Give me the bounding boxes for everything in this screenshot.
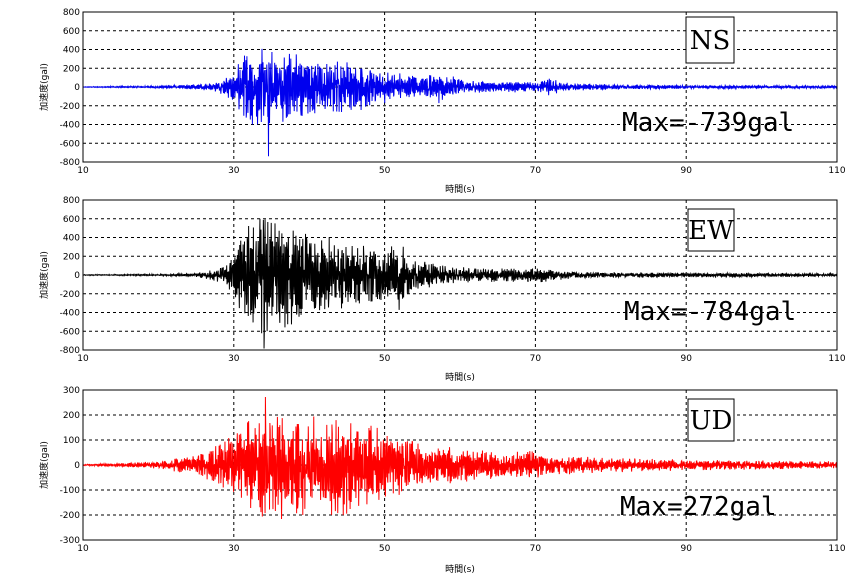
y-tick-label: -200 <box>60 102 81 112</box>
y-tick-label: 800 <box>63 8 80 18</box>
x-axis-label: 時間(s) <box>445 564 475 575</box>
panel-ns: -800 -600 -400 -200 0 200 400 600 800 10 30 50 70 90 1… <box>38 8 846 195</box>
x-tick-label: 30 <box>228 354 240 364</box>
x-tick-label: 50 <box>379 544 391 554</box>
x-tick-label: 90 <box>680 544 692 554</box>
y-axis-label: 加速度(gal) <box>38 441 50 489</box>
y-tick-label: -200 <box>60 511 81 521</box>
x-axis-label: 時間(s) <box>445 372 475 383</box>
y-axis-label: 加速度(gal) <box>38 251 50 299</box>
y-tick-label: 0 <box>74 271 80 281</box>
x-tick-label: 10 <box>77 544 89 554</box>
x-axis-label: 時間(s) <box>445 184 475 195</box>
y-tick-label: 0 <box>74 461 80 471</box>
series-line-ns <box>82 48 838 157</box>
y-tick-label: -400 <box>60 121 81 131</box>
x-tick-label: 30 <box>228 166 240 176</box>
plot-frame <box>82 11 838 163</box>
y-tick-label: 200 <box>63 252 80 262</box>
x-tick-label: 110 <box>828 354 845 364</box>
y-tick-label: -600 <box>60 327 81 337</box>
x-tick-label: 50 <box>379 354 391 364</box>
y-tick-label: 600 <box>63 215 80 225</box>
y-tick-label: -600 <box>60 139 81 149</box>
x-tick-label: 10 <box>77 166 89 176</box>
y-tick-label: 100 <box>63 436 80 446</box>
component-label-box <box>687 398 735 442</box>
y-tick-label: 200 <box>63 64 80 74</box>
max-annotation: Max=272gal <box>620 492 777 522</box>
panel-ew: -800 -600 -400 -200 0 200 400 600 800 10 30 50 70 90 1… <box>38 196 846 383</box>
x-tick-label: 70 <box>530 544 542 554</box>
y-tick-label: -800 <box>60 158 81 168</box>
plot-frame <box>82 199 838 351</box>
x-tick-label: 70 <box>530 354 542 364</box>
x-tick-label: 110 <box>828 166 845 176</box>
y-tick-label: -200 <box>60 290 81 300</box>
y-tick-label: 0 <box>74 83 80 93</box>
plot-frame <box>82 389 838 541</box>
y-tick-label: 400 <box>63 46 80 56</box>
component-label-box <box>687 208 735 252</box>
y-tick-label: -800 <box>60 346 81 356</box>
x-tick-label: 70 <box>530 166 542 176</box>
panel-ud: -300 -200 -100 0 100 200 300 10 30 50 70 90 110 時間(s)… <box>38 386 846 575</box>
x-tick-label: 110 <box>828 544 845 554</box>
component-label-box <box>685 16 735 64</box>
x-tick-label: 50 <box>379 166 391 176</box>
y-tick-label: -400 <box>60 309 81 319</box>
y-tick-label: 600 <box>63 27 80 37</box>
y-tick-label: 300 <box>63 386 80 396</box>
y-tick-label: 200 <box>63 411 80 421</box>
series-line-ud <box>82 396 838 520</box>
series-line-ew <box>82 218 838 349</box>
x-tick-label: 90 <box>680 166 692 176</box>
y-tick-label: 800 <box>63 196 80 206</box>
component-label: EW <box>688 216 734 246</box>
x-tick-label: 90 <box>680 354 692 364</box>
y-tick-label: -100 <box>60 486 81 496</box>
y-tick-label: -300 <box>60 536 81 546</box>
component-label: NS <box>690 26 731 56</box>
x-tick-label: 30 <box>228 544 240 554</box>
component-label: UD <box>690 406 733 436</box>
y-axis-label: 加速度(gal) <box>38 63 50 111</box>
x-tick-label: 10 <box>77 354 89 364</box>
y-tick-label: 400 <box>63 234 80 244</box>
max-annotation: Max=-784gal <box>624 297 796 327</box>
max-annotation: Max=-739gal <box>622 108 794 138</box>
